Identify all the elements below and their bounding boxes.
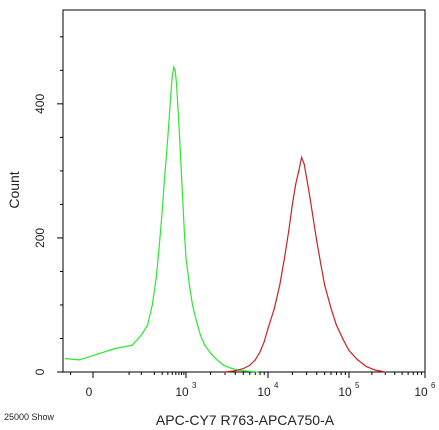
- histogram-series-1-point: [161, 210, 163, 212]
- histogram-series-1-point: [223, 364, 225, 366]
- x-tick-label: 10: [338, 385, 352, 399]
- histogram-series-1-point: [249, 370, 251, 372]
- x-tick-label: 10: [414, 385, 428, 399]
- histogram-series-1-point: [155, 277, 157, 279]
- histogram-series-1-point: [147, 324, 149, 326]
- histogram-series-2-point: [249, 364, 251, 366]
- histogram-series-2-point: [335, 324, 337, 326]
- x-tick-exponent: 5: [355, 381, 360, 390]
- y-tick-label: 200: [33, 228, 47, 248]
- x-tick-label: 10: [257, 385, 271, 399]
- histogram-series-1-point: [185, 257, 187, 259]
- histogram-series-2-point: [330, 307, 332, 309]
- x-tick-label: 0: [86, 385, 93, 399]
- histogram-series-1-point: [196, 321, 198, 323]
- histogram-series-2-point: [324, 284, 326, 286]
- histogram-series-1-point: [204, 344, 206, 346]
- histogram-series-1-point: [210, 352, 212, 354]
- y-tick-label: 400: [33, 94, 47, 114]
- histogram-series-1-point: [216, 359, 218, 361]
- histogram-series-2-point: [320, 264, 322, 266]
- y-tick-label: 0: [33, 368, 47, 375]
- x-tick-exponent: 3: [192, 381, 197, 390]
- histogram-series-2-point: [234, 370, 236, 372]
- histogram-series-1-point: [179, 150, 181, 152]
- histogram-series-1-point: [158, 244, 160, 246]
- histogram-series-2-point: [279, 284, 281, 286]
- histogram-series-2-point: [342, 339, 344, 341]
- histogram-series-1-point: [164, 177, 166, 179]
- histogram-series-2-point: [384, 371, 386, 373]
- histogram-series-1-point: [257, 371, 259, 373]
- histogram-series-1-point: [183, 230, 185, 232]
- histogram-series-1-line: [65, 64, 258, 373]
- histogram-series-2-point: [301, 156, 303, 159]
- histogram-series-1-point: [140, 334, 142, 336]
- histogram-series-1-point: [182, 203, 184, 205]
- histogram-series-2-point: [348, 349, 350, 352]
- plot-frame: [62, 9, 426, 373]
- histogram-series-2-point: [254, 359, 256, 361]
- histogram-series-1-point: [170, 96, 172, 98]
- histogram-series-1-point: [242, 370, 244, 372]
- histogram-series-1-point: [151, 304, 153, 306]
- histogram-series-1-point: [174, 69, 176, 71]
- histogram-series-2-point: [316, 240, 318, 242]
- histogram-series-1-point: [114, 347, 116, 350]
- histogram-series-2-point: [298, 170, 300, 172]
- y-axis-title: Count: [6, 171, 22, 208]
- histogram-series-1-point: [166, 150, 168, 152]
- histogram-series-2-point: [306, 177, 308, 179]
- histogram-series-1-point: [229, 367, 232, 369]
- histogram-series-2-point: [374, 369, 376, 371]
- histogram-series-2-point: [283, 257, 286, 259]
- x-axis: 0 10 3 10 4 10 5 10 6: [70, 372, 436, 399]
- histogram-series-2-point: [312, 217, 314, 219]
- histogram-series-2-point: [291, 203, 293, 205]
- histogram-series-1-point: [64, 358, 67, 360]
- histogram-series-1-point: [199, 334, 201, 336]
- histogram-series-2-point: [365, 366, 368, 368]
- histogram-series-2-point: [267, 327, 269, 329]
- histogram-series-1-point: [175, 83, 178, 85]
- histogram-series-1-point: [181, 177, 183, 179]
- footer-note: 25000 Show: [4, 412, 55, 422]
- histogram-series-1-point: [188, 284, 190, 286]
- histogram-series-2-point: [357, 359, 359, 361]
- histogram-series-2-point: [303, 163, 305, 165]
- histogram-series-1-point: [177, 103, 179, 105]
- y-axis: 0 200 400: [33, 36, 63, 375]
- histogram-series-2-point: [309, 197, 311, 199]
- histogram-series-1-point: [131, 344, 133, 346]
- histogram-series-1-point: [173, 66, 175, 68]
- histogram-series-2-point: [224, 371, 226, 373]
- histogram-series-2-point: [263, 341, 265, 343]
- histogram-series-1-point: [171, 76, 173, 78]
- histogram-series-1-point: [191, 304, 194, 306]
- series-layer: [64, 64, 386, 373]
- histogram-series-1-point: [78, 359, 80, 361]
- histogram-series-1-point: [178, 123, 180, 125]
- histogram-series-2-point: [259, 351, 261, 353]
- histogram-series-2-point: [288, 230, 290, 232]
- histogram-series-2-point: [273, 307, 275, 309]
- histogram-series-2-point: [242, 368, 244, 370]
- histogram-series-1-point: [168, 123, 170, 125]
- x-tick-label: 10: [175, 385, 189, 399]
- x-tick-exponent: 6: [431, 381, 436, 390]
- x-axis-title: APC-CY7 R763-APCA750-A: [156, 412, 335, 428]
- x-tick-exponent: 4: [274, 381, 279, 390]
- histogram-series-2-point: [295, 183, 297, 185]
